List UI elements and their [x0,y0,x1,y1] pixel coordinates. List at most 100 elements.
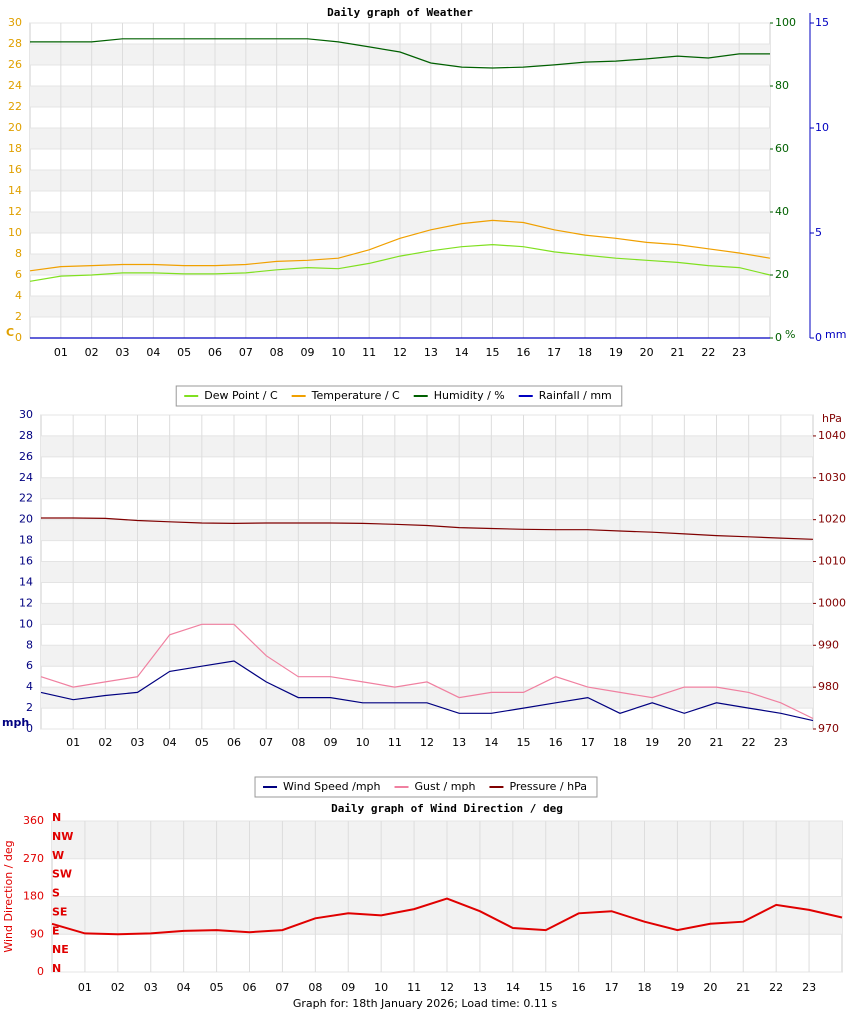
x-tick-label: 11 [388,736,402,749]
legend-label: Temperature / C [311,389,400,402]
x-tick-label: 03 [144,981,158,994]
y-tick-label: 8 [26,638,33,651]
x-tick-label: 13 [473,981,487,994]
x-tick-label: 01 [66,736,80,749]
x-tick-label: 14 [455,346,469,359]
x-tick-label: 09 [301,346,315,359]
legend-label: Rainfall / mm [539,389,612,402]
y3-tick-label: 0 [815,331,822,344]
x-tick-label: 08 [308,981,322,994]
chart-title: Daily graph of Weather [327,6,473,19]
x-tick-label: 20 [703,981,717,994]
x-tick-label: 09 [324,736,338,749]
x-tick-label: 18 [638,981,652,994]
x-tick-label: 18 [578,346,592,359]
compass-label: W [52,849,64,862]
y-tick-label: 16 [19,555,33,568]
data-line [30,38,770,69]
legend-box [254,776,598,798]
x-tick-label: 19 [670,981,684,994]
y2-tick-label: 1000 [818,596,846,609]
x-tick-label: 23 [774,736,788,749]
x-tick-label: 22 [701,346,715,359]
y-tick-label: 10 [19,617,33,630]
y2-tick-label: 60 [775,142,789,155]
x-tick-label: 10 [374,981,388,994]
legend-label: Wind Speed /mph [283,780,381,793]
y3-tick-label: 10 [815,121,829,134]
x-tick-label: 16 [516,346,530,359]
data-line [40,660,814,722]
y-tick-label: 28 [19,429,33,442]
chart-panel: Daily graph of Weather024681012141618202… [6,6,846,407]
legend-label: Gust / mph [415,780,476,793]
x-tick-label: 12 [420,736,434,749]
x-tick-label: 03 [116,346,130,359]
x-tick-label: 11 [407,981,421,994]
compass-label: NE [52,943,69,956]
y2-tick-label: 80 [775,79,789,92]
y-tick-label: 14 [8,184,22,197]
data-line [29,243,771,282]
y-axis-label: Wind Direction / deg [2,840,15,952]
y2-tick-label: 1040 [818,429,846,442]
x-tick-label: 10 [331,346,345,359]
y-tick-label: 0 [37,965,44,978]
x-tick-label: 15 [517,736,531,749]
y3-tick-label: 15 [815,16,829,29]
y2-tick-label: 980 [818,680,839,693]
x-tick-label: 21 [736,981,750,994]
y-tick-label: 6 [26,659,33,672]
x-tick-label: 16 [549,736,563,749]
compass-label: NW [52,830,73,843]
x-tick-label: 02 [98,736,112,749]
y-unit: mph [2,716,29,729]
y-tick-label: 4 [15,289,22,302]
y-tick-label: 180 [23,890,44,903]
y2-tick-label: 1030 [818,471,846,484]
x-tick-label: 10 [356,736,370,749]
y2-tick-label: 990 [818,638,839,651]
x-tick-label: 23 [732,346,746,359]
x-tick-label: 20 [677,736,691,749]
legend: Wind Speed /mph Gust / mph Pressure / hPa [254,776,598,798]
y-tick-label: 2 [15,310,22,323]
chart-panel: Daily graph of Wind Direction / deg09018… [2,802,843,994]
x-tick-label: 17 [581,736,595,749]
footer: Graph for: 18th January 2026; Load time:… [293,997,557,1010]
legend-label: Pressure / hPa [509,780,587,793]
x-tick-label: 20 [640,346,654,359]
x-tick-label: 16 [572,981,586,994]
x-tick-label: 14 [506,981,520,994]
x-tick-label: 11 [362,346,376,359]
y2-unit: hPa [822,412,842,425]
y2-tick-label: 20 [775,268,789,281]
x-tick-label: 06 [227,736,241,749]
x-tick-label: 14 [484,736,498,749]
y-tick-label: 360 [23,814,44,827]
y-tick-label: 8 [15,247,22,260]
x-tick-label: 13 [424,346,438,359]
y-tick-label: 6 [15,268,22,281]
y2-unit: % [785,328,795,341]
x-tick-label: 19 [645,736,659,749]
y-tick-label: 2 [26,701,33,714]
x-tick-label: 09 [341,981,355,994]
x-tick-label: 08 [291,736,305,749]
data-line [29,219,771,272]
x-tick-label: 06 [243,981,257,994]
y2-tick-label: 1010 [818,555,846,568]
y-tick-label: 30 [19,408,33,421]
y-tick-label: 270 [23,852,44,865]
x-tick-label: 04 [146,346,160,359]
y-tick-label: 16 [8,163,22,176]
x-tick-label: 02 [111,981,125,994]
legend-label: Dew Point / C [204,389,278,402]
x-tick-label: 01 [54,346,68,359]
y-tick-label: 26 [8,58,22,71]
data-line [41,517,814,540]
y-tick-label: 0 [26,722,33,735]
x-tick-label: 07 [259,736,273,749]
